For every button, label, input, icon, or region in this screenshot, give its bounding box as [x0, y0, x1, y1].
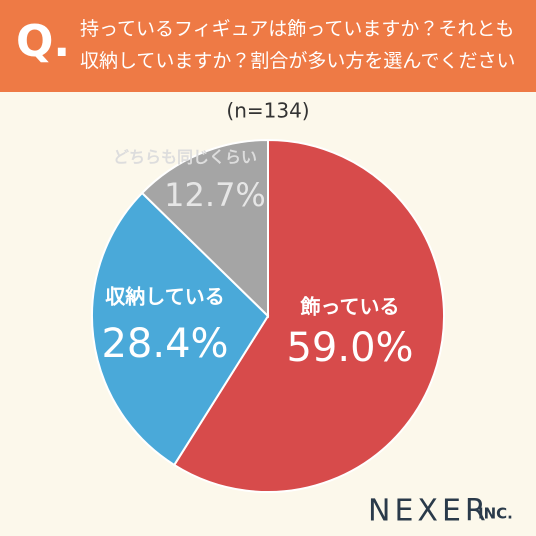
value-label: 59.0%	[286, 325, 413, 371]
pie: 飾っている 59.0% 収納している 28.4% どちらも同じくらい 12.7%	[91, 138, 445, 493]
slice	[172, 138, 445, 493]
title-line: 持っているフィギュアは飾っていますか？それとも	[80, 18, 515, 40]
slice-label: 飾っている	[300, 295, 400, 319]
slice	[140, 138, 269, 319]
value-label: 12.7%	[164, 176, 266, 214]
value-label: 28.4%	[101, 321, 228, 367]
title-line: 収納していますか？割合が多い方を選んでください	[80, 50, 516, 72]
brand-suffix: INC.	[478, 505, 513, 523]
slice-label: 収納している	[105, 285, 224, 309]
slice	[91, 191, 270, 467]
header: Q. 持っているフィギュアは飾っていますか？それとも 収納していますか？割合が多…	[0, 0, 536, 92]
subtitle: (n=134)	[226, 99, 309, 123]
badge: Q.	[16, 16, 71, 67]
brand: NEXER	[368, 494, 490, 529]
slice-label: どちらも同じくらい	[113, 148, 257, 167]
